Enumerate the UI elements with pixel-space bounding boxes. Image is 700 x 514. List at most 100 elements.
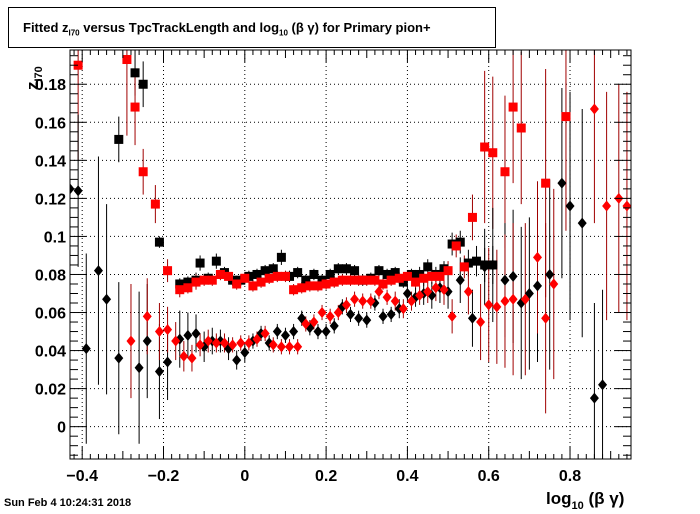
data-point-square: [301, 275, 311, 285]
data-point-diamond: [565, 200, 575, 212]
y-tick-label: 0.08: [35, 267, 66, 284]
data-point-square: [309, 269, 319, 279]
data-point-diamond: [488, 259, 498, 271]
data-point-diamond: [390, 295, 400, 307]
data-point-diamond: [402, 287, 412, 299]
data-point-diamond: [476, 316, 486, 328]
data-point-diamond: [244, 337, 254, 349]
chart-title-box: Fitted zI70 versus TpcTrackLength and lo…: [8, 7, 496, 48]
x-tick-label: 0.6: [478, 468, 500, 485]
data-point-diamond: [374, 286, 384, 298]
data-point-diamond: [366, 295, 376, 307]
data-point-square: [305, 281, 315, 291]
data-point-diamond: [183, 329, 193, 341]
data-point-square: [337, 275, 347, 285]
data-point-diamond: [431, 282, 441, 294]
data-point-square: [374, 266, 384, 276]
data-point-diamond: [163, 324, 173, 336]
data-point-square: [354, 275, 364, 285]
data-point-diamond: [171, 335, 181, 347]
data-point-square: [451, 241, 461, 251]
data-point-square: [394, 273, 404, 283]
data-point-square: [370, 275, 380, 285]
data-point-diamond: [354, 312, 364, 324]
data-point-square: [333, 264, 343, 274]
data-point-diamond: [260, 327, 270, 339]
x-axis-label-main: log: [546, 489, 572, 508]
x-tick-label: −0.2: [148, 468, 180, 485]
data-point-square: [207, 275, 217, 285]
data-point-diamond: [252, 333, 262, 345]
data-point-diamond: [102, 293, 112, 305]
data-point-diamond: [415, 289, 425, 301]
data-point-diamond: [293, 341, 303, 353]
data-point-diamond: [398, 303, 408, 315]
y-axis-label: zI70: [23, 66, 45, 90]
data-point-square: [467, 212, 477, 222]
data-point-diamond: [309, 316, 319, 328]
data-point-diamond: [549, 278, 559, 290]
error-bars: [70, 50, 628, 459]
data-point-diamond: [325, 310, 335, 322]
title-middle: versus TpcTrackLength and log: [79, 20, 280, 35]
data-point-square: [289, 285, 299, 295]
data-point-diamond: [142, 310, 152, 322]
data-point-diamond: [406, 295, 416, 307]
data-point-diamond: [240, 346, 250, 358]
data-point-diamond: [508, 293, 518, 305]
data-point-square: [272, 271, 282, 281]
data-point-diamond: [533, 280, 542, 292]
data-point-square: [280, 271, 290, 281]
data-point-square: [183, 277, 193, 287]
data-point-square: [175, 279, 185, 289]
y-tick-label: 0.04: [35, 344, 66, 361]
data-point-square: [386, 275, 396, 285]
data-point-square: [73, 60, 83, 70]
data-point-square: [293, 268, 303, 278]
data-point-diamond: [329, 320, 339, 332]
data-point-square: [341, 264, 351, 274]
plot-frame: [69, 49, 632, 460]
data-point-square: [488, 148, 498, 158]
data-point-square: [362, 275, 372, 285]
title-prefix: Fitted z: [23, 20, 69, 35]
data-point-diamond: [455, 274, 465, 286]
data-point-diamond: [341, 299, 351, 311]
data-point-diamond: [533, 251, 542, 263]
data-point-square: [378, 279, 388, 289]
data-point-diamond: [126, 335, 136, 347]
data-point-square: [175, 285, 185, 295]
data-point-square: [541, 178, 551, 188]
data-point-square: [427, 271, 437, 281]
x-axis-label: log10 (β γ): [546, 489, 624, 512]
data-point-diamond: [93, 265, 103, 277]
data-point-diamond: [378, 310, 388, 322]
x-axis-label-text: log10 (β γ): [546, 489, 624, 512]
y-axis-label-sub: I70: [33, 66, 45, 81]
data-point-diamond: [508, 270, 518, 282]
data-point-diamond: [289, 326, 299, 338]
data-point-diamond: [447, 310, 457, 322]
data-point-square: [199, 275, 209, 285]
data-point-square: [215, 269, 225, 279]
data-point-square: [390, 268, 400, 278]
data-point-diamond: [73, 185, 83, 197]
title-prefix-sub: I70: [68, 28, 80, 38]
data-point-diamond: [557, 177, 567, 189]
data-point-diamond: [484, 299, 494, 311]
data-point-diamond: [219, 337, 229, 349]
data-point-square: [297, 283, 307, 293]
y-tick-label: 0.16: [35, 115, 66, 132]
data-point-diamond: [280, 329, 290, 341]
data-point-square: [382, 269, 392, 279]
data-markers: [70, 55, 631, 404]
data-point-square: [224, 271, 234, 281]
data-point-diamond: [545, 268, 555, 280]
data-point-diamond: [382, 291, 392, 303]
timestamp: Sun Feb 4 10:24:31 2018: [4, 497, 132, 509]
data-point-square: [329, 277, 339, 287]
plot-border: [69, 49, 632, 460]
data-point-square: [150, 199, 160, 209]
data-point-diamond: [203, 335, 213, 347]
data-point-diamond: [500, 295, 510, 307]
